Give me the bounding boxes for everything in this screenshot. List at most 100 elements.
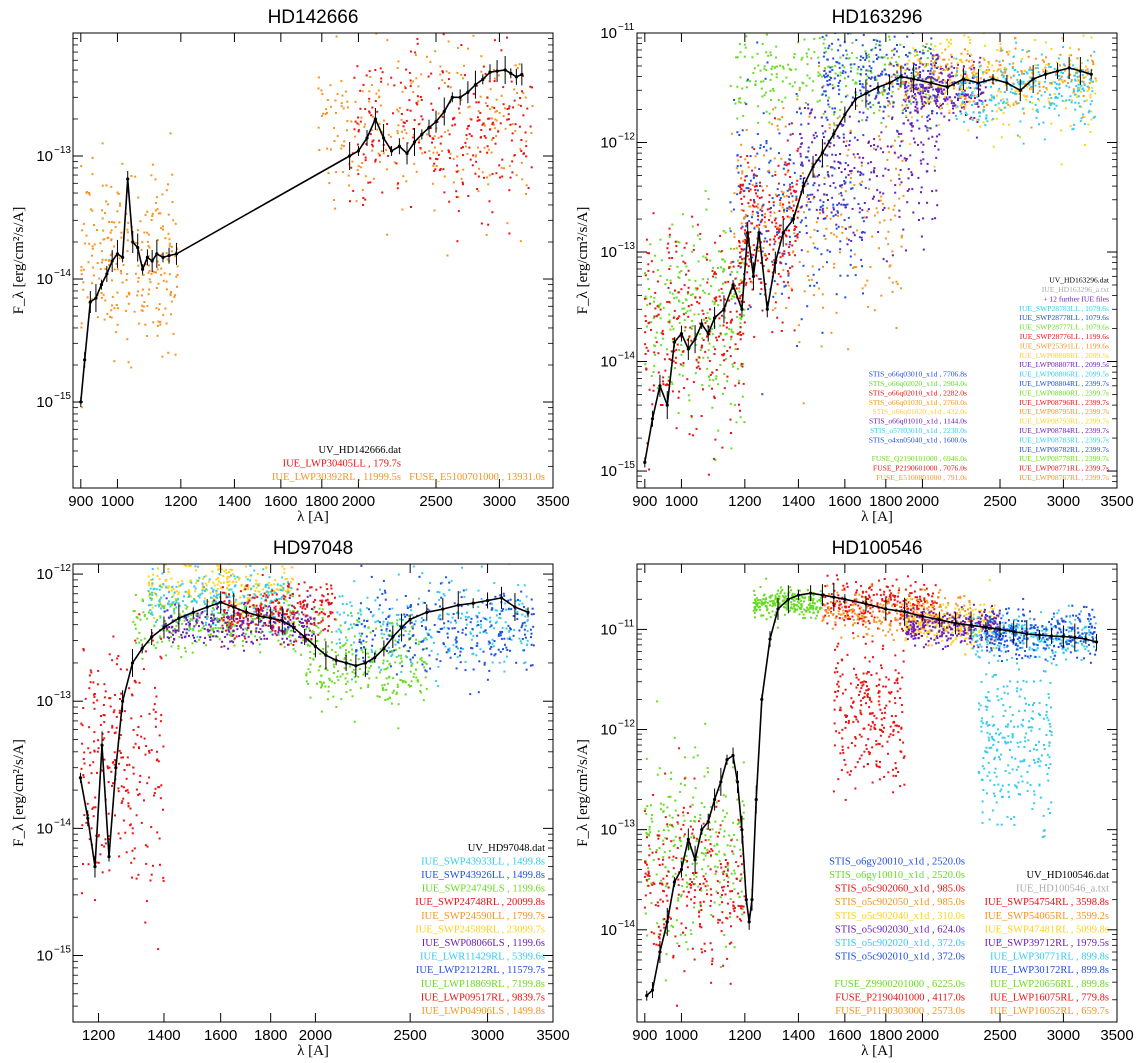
mean-flux-point: [466, 90, 470, 94]
scatter-point: [701, 384, 704, 387]
scatter-point: [467, 106, 470, 109]
scatter-point: [895, 61, 898, 63]
scatter-point: [800, 123, 803, 126]
scatter-point: [942, 78, 945, 81]
scatter-point: [978, 99, 981, 102]
scatter-point: [287, 581, 289, 584]
scatter-point: [682, 260, 685, 263]
scatter-point: [1094, 77, 1097, 80]
scatter-point: [949, 54, 952, 57]
scatter-point: [712, 379, 715, 382]
scatter-point: [880, 131, 883, 134]
scatter-point: [842, 54, 845, 57]
scatter-point: [913, 63, 915, 66]
scatter-point: [745, 187, 748, 190]
scatter-point: [170, 577, 173, 580]
scatter-point: [1077, 30, 1079, 32]
scatter-point: [736, 367, 739, 370]
scatter-point: [739, 331, 742, 334]
scatter-point: [417, 100, 420, 103]
scatter-point: [929, 127, 932, 130]
scatter-point: [975, 72, 978, 75]
scatter-point: [760, 281, 763, 284]
scatter-point: [715, 369, 718, 371]
scatter-point: [1090, 110, 1093, 113]
scatter-point: [183, 613, 186, 616]
scatter-point: [891, 144, 894, 147]
scatter-point: [859, 59, 862, 62]
scatter-point: [810, 278, 813, 281]
scatter-point: [734, 302, 737, 305]
scatter-point: [677, 412, 680, 415]
scatter-point: [849, 170, 851, 173]
scatter-point: [838, 115, 841, 118]
scatter-point: [903, 84, 906, 87]
scatter-point: [837, 225, 840, 228]
scatter-point: [969, 54, 971, 57]
scatter-point: [800, 205, 803, 208]
legend-entry: FUSE_E5100801000 , 791.0s: [876, 473, 967, 482]
scatter-point: [756, 211, 759, 214]
scatter-point: [756, 189, 759, 192]
scatter-point: [893, 47, 896, 50]
scatter-point: [902, 82, 905, 85]
scatter-point: [743, 300, 745, 303]
scatter-point: [735, 287, 738, 290]
scatter-point: [478, 167, 480, 170]
scatter-point: [739, 51, 742, 54]
scatter-point: [735, 421, 738, 424]
mean-flux-point: [373, 117, 377, 121]
scatter-point: [763, 67, 766, 70]
scatter-point: [953, 84, 955, 87]
scatter-point: [860, 164, 863, 167]
scatter-point: [955, 93, 958, 96]
scatter-point: [768, 200, 771, 203]
scatter-point: [871, 197, 874, 200]
scatter-point: [870, 67, 873, 70]
x-tick-label: 1800: [305, 493, 338, 510]
legend-entry: STIS_o66q01010_x1d , 1144.0s: [869, 417, 967, 426]
scatter-point: [884, 63, 886, 66]
scatter-point: [1076, 70, 1079, 73]
scatter-point: [426, 55, 428, 58]
scatter-point: [161, 355, 164, 358]
scatter-point: [283, 571, 286, 574]
scatter-point: [817, 74, 820, 77]
scatter-point: [1038, 80, 1040, 83]
scatter-point: [346, 100, 349, 103]
scatter-point: [380, 150, 383, 152]
scatter-point: [336, 93, 339, 96]
scatter-point: [868, 30, 870, 32]
scatter-point: [854, 81, 857, 84]
scatter-point: [916, 119, 919, 122]
scatter-point: [100, 250, 103, 253]
scatter-point: [768, 194, 771, 197]
scatter-point: [768, 171, 771, 174]
scatter-point: [1095, 80, 1098, 83]
scatter-point: [510, 80, 513, 83]
scatter-point: [723, 260, 726, 263]
scatter-point: [883, 90, 886, 93]
scatter-point: [860, 92, 862, 95]
scatter-point: [169, 294, 172, 297]
scatter-point: [870, 49, 873, 52]
scatter-point: [910, 72, 913, 74]
scatter-point: [349, 601, 352, 604]
scatter-point: [1062, 46, 1065, 48]
scatter-point: [361, 90, 364, 93]
scatter-point: [904, 72, 907, 75]
scatter-point: [833, 160, 836, 163]
scatter-point: [699, 238, 701, 241]
scatter-point: [397, 110, 400, 113]
scatter-point: [1077, 48, 1080, 51]
scatter-point: [676, 240, 679, 243]
scatter-point: [475, 154, 478, 157]
scatter-point: [1054, 81, 1057, 84]
scatter-point: [749, 155, 752, 158]
scatter-point: [854, 82, 857, 85]
scatter-point: [396, 187, 399, 190]
scatter-point: [421, 572, 424, 575]
scatter-point: [740, 334, 743, 336]
scatter-point: [1014, 26, 1016, 28]
scatter-point: [746, 79, 749, 82]
